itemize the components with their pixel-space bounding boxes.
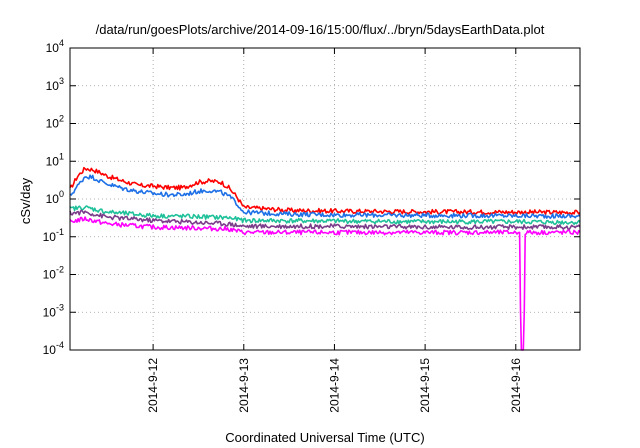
y-tick-label: 10-1 [43, 227, 64, 244]
x-tick-label: 2014-9-14 [327, 358, 341, 413]
y-tick-label: 101 [46, 151, 64, 168]
series-line-5 [69, 216, 581, 351]
y-tick-label: 104 [46, 38, 64, 55]
series-line-3 [69, 205, 581, 226]
x-tick-label: 2014-9-13 [237, 358, 251, 413]
series-line-2 [69, 174, 581, 219]
y-tick-label: 10-2 [43, 265, 64, 282]
y-axis-label: cSv/day [18, 177, 33, 224]
x-tick-label: 2014-9-16 [509, 358, 523, 413]
y-tick-label: 10-4 [43, 340, 64, 357]
y-tick-label: 102 [46, 114, 64, 131]
series-line-4 [69, 209, 581, 230]
x-tick-label: 2014-9-15 [418, 358, 432, 413]
axes: 10-4 10-3 10-2 10-1 100 101 102 103 104 2014-9-12… [43, 38, 580, 413]
chart-title: /data/run/goesPlots/archive/2014-09-16/1… [96, 22, 545, 37]
series-group [69, 166, 581, 351]
y-tick-label: 10-3 [43, 302, 64, 319]
y-tick-label: 103 [46, 76, 64, 93]
series-line-1 [69, 166, 581, 216]
y-tick-label: 100 [46, 189, 64, 206]
grid [70, 48, 580, 350]
x-tick-label: 2014-9-12 [146, 358, 160, 413]
x-axis-label: Coordinated Universal Time (UTC) [225, 430, 424, 445]
